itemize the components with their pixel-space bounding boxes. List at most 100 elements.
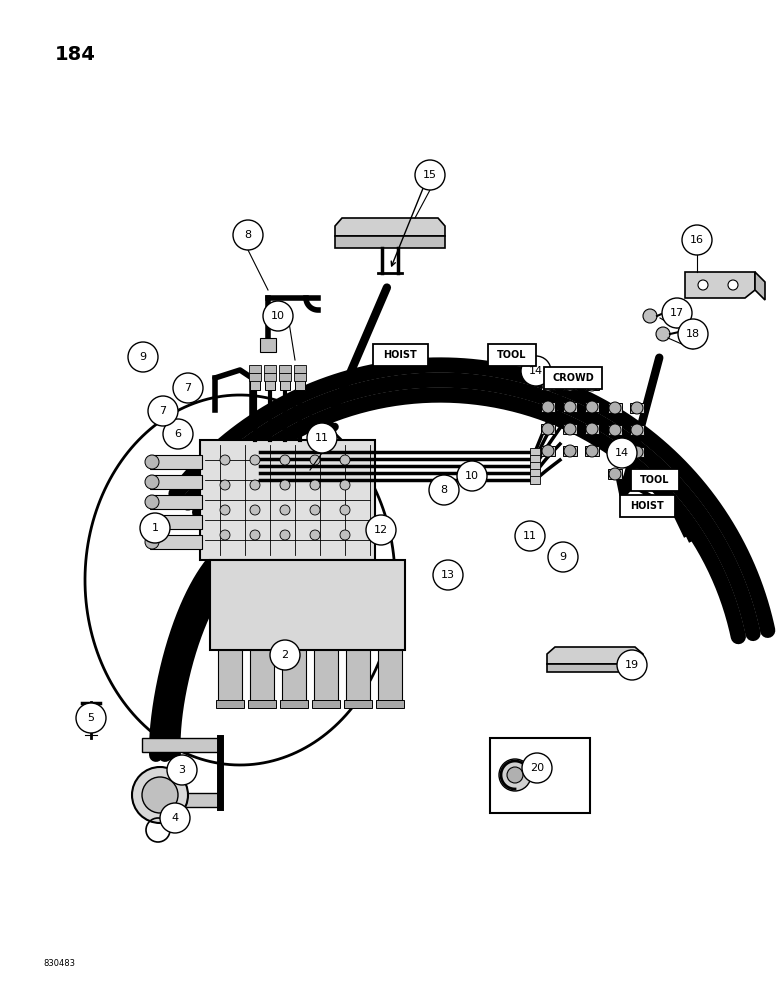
- Circle shape: [542, 401, 554, 413]
- Text: 12: 12: [374, 525, 388, 535]
- Circle shape: [128, 342, 158, 372]
- Bar: [200, 440, 375, 560]
- Circle shape: [250, 530, 260, 540]
- Text: 20: 20: [530, 763, 544, 773]
- Text: CROWD: CROWD: [552, 373, 594, 383]
- Circle shape: [564, 379, 576, 391]
- Bar: [585, 402, 599, 412]
- Circle shape: [233, 220, 263, 250]
- Text: TOOL: TOOL: [498, 350, 526, 360]
- Bar: [150, 535, 202, 549]
- Circle shape: [521, 356, 551, 386]
- Text: 8: 8: [441, 485, 448, 495]
- Circle shape: [542, 423, 554, 435]
- Circle shape: [542, 379, 554, 391]
- Circle shape: [609, 402, 621, 414]
- Bar: [218, 650, 242, 705]
- Circle shape: [307, 423, 337, 453]
- Bar: [248, 700, 276, 708]
- Circle shape: [542, 445, 554, 457]
- Circle shape: [698, 280, 708, 290]
- Bar: [563, 446, 577, 456]
- Bar: [264, 373, 276, 381]
- Text: TOOL: TOOL: [640, 475, 670, 485]
- Circle shape: [631, 468, 643, 480]
- Bar: [216, 700, 244, 708]
- Circle shape: [631, 402, 643, 414]
- Bar: [530, 469, 540, 477]
- Circle shape: [167, 755, 197, 785]
- Circle shape: [163, 419, 193, 449]
- Text: 18: 18: [686, 329, 700, 339]
- Polygon shape: [685, 272, 755, 298]
- Circle shape: [522, 753, 552, 783]
- Bar: [530, 455, 540, 463]
- Bar: [373, 344, 428, 366]
- Bar: [210, 560, 405, 650]
- Bar: [541, 424, 555, 434]
- Circle shape: [631, 424, 643, 436]
- Bar: [280, 378, 290, 390]
- Polygon shape: [335, 236, 445, 248]
- Text: 3: 3: [179, 765, 186, 775]
- Circle shape: [145, 535, 159, 549]
- Text: 5: 5: [87, 713, 94, 723]
- Circle shape: [310, 480, 320, 490]
- Text: 14: 14: [615, 448, 629, 458]
- Bar: [150, 475, 202, 489]
- Circle shape: [220, 480, 230, 490]
- Circle shape: [280, 530, 290, 540]
- Text: 19: 19: [625, 660, 639, 670]
- Circle shape: [433, 560, 463, 590]
- Circle shape: [586, 423, 598, 435]
- Bar: [563, 402, 577, 412]
- Circle shape: [76, 703, 106, 733]
- Text: 15: 15: [423, 170, 437, 180]
- Circle shape: [310, 455, 320, 465]
- Circle shape: [515, 521, 545, 551]
- Text: 7: 7: [159, 406, 167, 416]
- Circle shape: [250, 505, 260, 515]
- Bar: [150, 455, 202, 469]
- Bar: [608, 447, 622, 457]
- Circle shape: [340, 530, 350, 540]
- Circle shape: [586, 445, 598, 457]
- Circle shape: [340, 455, 350, 465]
- Bar: [630, 403, 644, 413]
- Circle shape: [280, 480, 290, 490]
- Circle shape: [310, 530, 320, 540]
- Bar: [608, 469, 622, 479]
- Circle shape: [145, 475, 159, 489]
- Circle shape: [564, 401, 576, 413]
- Bar: [541, 402, 555, 412]
- Bar: [541, 446, 555, 456]
- Text: 11: 11: [315, 433, 329, 443]
- Bar: [630, 425, 644, 435]
- Circle shape: [682, 225, 712, 255]
- Bar: [608, 425, 622, 435]
- Bar: [142, 793, 222, 807]
- Polygon shape: [547, 664, 643, 672]
- Circle shape: [140, 513, 170, 543]
- Circle shape: [586, 401, 598, 413]
- Bar: [585, 380, 599, 390]
- Circle shape: [507, 767, 523, 783]
- Circle shape: [609, 424, 621, 436]
- Circle shape: [145, 495, 159, 509]
- Bar: [314, 650, 338, 705]
- Text: 9: 9: [559, 552, 566, 562]
- Bar: [294, 365, 306, 373]
- Text: 16: 16: [690, 235, 704, 245]
- Bar: [563, 380, 577, 390]
- Circle shape: [250, 455, 260, 465]
- Bar: [376, 700, 404, 708]
- Text: 7: 7: [184, 383, 192, 393]
- Text: 10: 10: [465, 471, 479, 481]
- Bar: [250, 650, 274, 705]
- Bar: [620, 495, 675, 517]
- Bar: [250, 378, 260, 390]
- Bar: [282, 650, 306, 705]
- Circle shape: [263, 301, 293, 331]
- Circle shape: [656, 327, 670, 341]
- Circle shape: [609, 468, 621, 480]
